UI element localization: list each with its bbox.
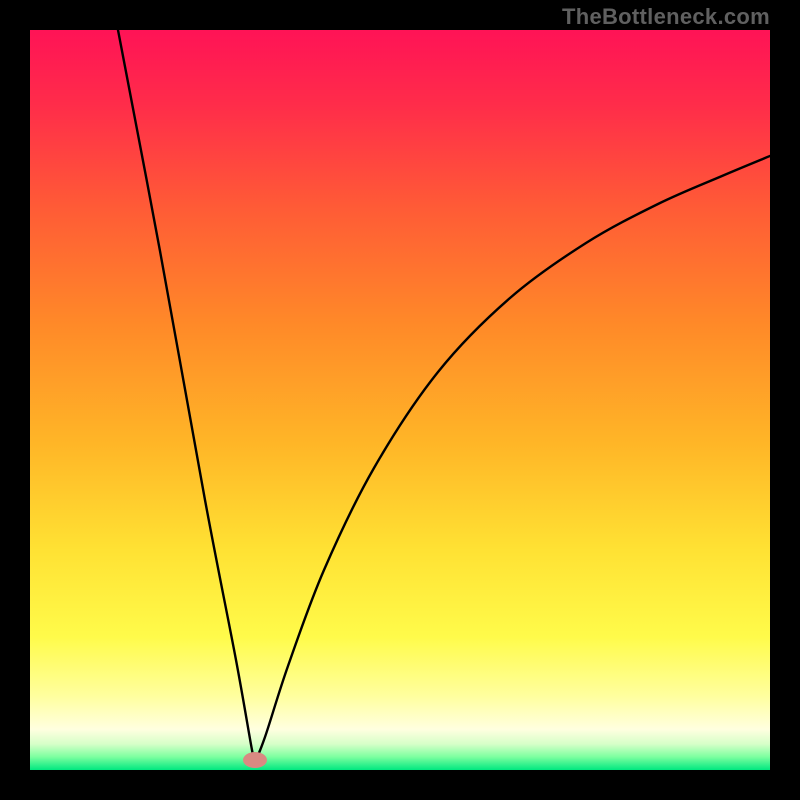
image-root: TheBottleneck.com: [0, 0, 800, 800]
curve-layer: [30, 30, 770, 770]
vertex-marker: [243, 752, 267, 768]
plot-area: [30, 30, 770, 770]
watermark-text: TheBottleneck.com: [562, 4, 770, 30]
bottleneck-curve: [118, 30, 770, 762]
